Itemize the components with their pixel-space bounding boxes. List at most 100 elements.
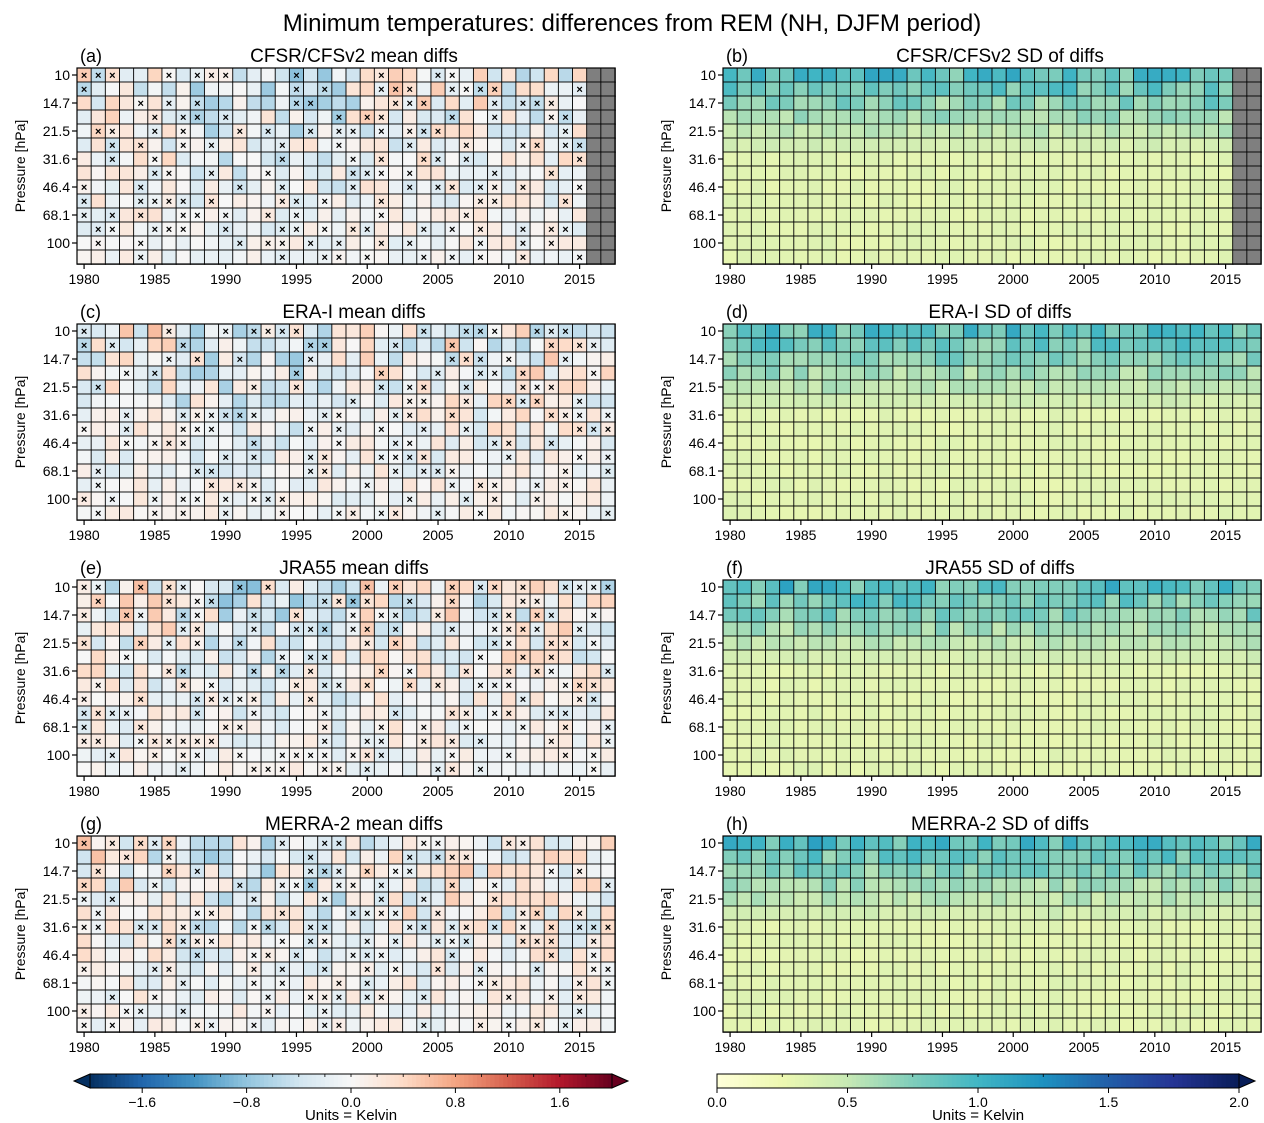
heatmap-cell [600,221,616,237]
heatmap-cell [1189,379,1206,395]
heatmap-cell [586,891,602,907]
heatmap-cell [1005,835,1022,851]
heatmap-cell [586,705,602,721]
heatmap-cell [1189,593,1206,609]
heatmap-cell [458,193,475,209]
significance-mark: × [435,466,441,478]
heatmap-cell [1048,593,1064,609]
heatmap-cell [1203,761,1220,777]
heatmap-cell [288,649,305,665]
significance-mark: × [208,410,214,422]
heatmap-cell [1218,877,1234,893]
heatmap-cell [586,351,602,367]
heatmap-cell [586,137,602,153]
heatmap-cell [600,747,616,763]
heatmap-cell [963,505,979,521]
heatmap-cell [1090,337,1107,353]
heatmap-cell [991,67,1007,83]
heatmap-cell [1104,123,1121,139]
heatmap-cell [1203,221,1220,237]
heatmap-cell [373,919,390,935]
heatmap-cell [416,663,432,679]
heatmap-cell [1133,365,1149,381]
significance-mark: × [562,140,568,152]
heatmap-cell [303,179,319,195]
heatmap-cell [977,505,993,521]
heatmap-cell [203,109,220,125]
heatmap-cell [515,607,531,623]
heatmap-cell [779,393,795,409]
heatmap-cell [793,961,809,977]
significance-mark: × [364,112,370,124]
heatmap-cell [1147,193,1163,209]
heatmap-cell [487,933,503,949]
heatmap-cell [1246,505,1262,521]
significance-mark: × [421,736,427,748]
heatmap-cell [529,863,545,879]
heatmap-cell [750,747,767,763]
heatmap-cell [864,421,880,437]
heatmap-cell [218,1017,234,1033]
heatmap-cell [1118,165,1135,181]
significance-mark: × [421,224,427,236]
heatmap-cell [246,207,262,223]
heatmap-cell [175,249,192,265]
heatmap-cell [1161,691,1177,707]
heatmap-cell [977,891,993,907]
heatmap-cell [821,663,838,679]
heatmap-cell [920,579,937,595]
heatmap-cell [529,691,545,707]
heatmap-cell [345,421,361,437]
heatmap-cell [472,747,489,763]
heatmap-cell [331,919,347,935]
heatmap-cell [1005,905,1022,921]
heatmap-cell [1246,351,1262,367]
heatmap-cell [557,151,574,167]
heatmap-cell [487,449,503,465]
heatmap-cell [260,463,276,479]
significance-mark: × [576,396,582,408]
heatmap-cell [303,705,319,721]
x-tick-label: 2000 [352,1039,383,1055]
heatmap-cell [963,491,979,507]
heatmap-cell [260,379,276,395]
heatmap-cell [1147,207,1163,223]
significance-mark: × [421,98,427,110]
heatmap-cell [1161,137,1177,153]
heatmap-cell [189,193,206,209]
heatmap-cell [373,179,390,195]
heatmap-cell [765,877,781,893]
heatmap-cell [388,947,404,963]
heatmap-cell [529,747,545,763]
significance-mark: × [520,908,526,920]
significance-mark: × [378,908,384,920]
heatmap-cell [161,109,177,125]
heatmap-cell [104,407,121,423]
heatmap-cell [501,109,517,125]
heatmap-cell [1133,849,1149,865]
heatmap-cell [1048,193,1064,209]
heatmap-cell [402,463,418,479]
heatmap-cell [161,365,177,381]
heatmap-cell [133,491,149,507]
heatmap-cell [1218,607,1234,623]
heatmap-cell [345,961,361,977]
heatmap-cell [991,849,1007,865]
significance-mark: × [350,182,356,194]
heatmap-cell [501,691,517,707]
heatmap-cell [260,95,276,111]
heatmap-cell [892,221,908,237]
heatmap-cell [892,891,908,907]
heatmap-cell [472,407,489,423]
heatmap-cell [529,351,545,367]
significance-mark: × [95,70,101,82]
heatmap-cell [303,67,319,83]
heatmap-cell [821,193,838,209]
heatmap-cell [274,635,291,651]
heatmap-cell [765,961,781,977]
heatmap-cell [359,123,376,139]
heatmap-cell [991,649,1007,665]
heatmap-cell [119,221,135,237]
heatmap-cell [765,407,781,423]
heatmap-cell [849,449,866,465]
